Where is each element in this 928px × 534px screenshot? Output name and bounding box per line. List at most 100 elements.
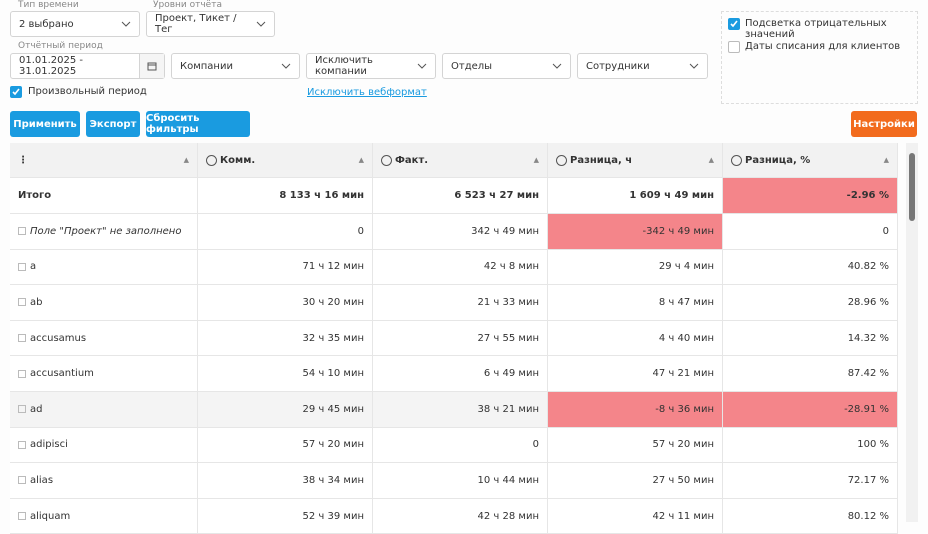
cell-text: Итого bbox=[18, 190, 52, 201]
checkbox-label: Даты списания для клиентов bbox=[745, 41, 901, 52]
select[interactable]: Компании bbox=[171, 53, 300, 79]
options-box bbox=[721, 11, 918, 104]
table-cell: 30 ч 20 мин bbox=[198, 285, 373, 320]
cell-text: accusantium bbox=[30, 368, 94, 380]
table-cell: a bbox=[10, 249, 198, 285]
cell-text: 21 ч 33 мин bbox=[477, 296, 539, 308]
table-cell: 42 ч 11 мин bbox=[548, 498, 723, 534]
table-cell: 42 ч 28 мин bbox=[373, 498, 548, 534]
table-cell: 6 523 ч 27 мин bbox=[373, 178, 548, 213]
cell-text: 52 ч 39 мин bbox=[302, 510, 364, 522]
cell-text: 8 ч 47 мин bbox=[658, 296, 714, 308]
table-cell: Поле "Проект" не заполнено bbox=[10, 214, 198, 249]
select[interactable]: Исключить компании bbox=[306, 53, 436, 79]
table-cell: alias bbox=[10, 463, 198, 498]
scrollbar bbox=[906, 143, 918, 522]
cell-text: 38 ч 21 мин bbox=[477, 403, 539, 415]
checkbox-label: Произвольный период bbox=[28, 86, 147, 97]
cell-text: -2.96 % bbox=[846, 190, 889, 201]
cell-text: 38 ч 34 мин bbox=[302, 474, 364, 486]
table-cell: 0 bbox=[373, 427, 548, 463]
expand-icon bbox=[18, 262, 26, 271]
cell-text: 42 ч 28 мин bbox=[477, 510, 539, 522]
cell-text: 4 ч 40 мин bbox=[658, 332, 714, 344]
table-cell: 29 ч 4 мин bbox=[548, 249, 723, 285]
cell-text: 10 ч 44 мин bbox=[477, 474, 539, 486]
cell-text: 28.96 % bbox=[847, 296, 889, 308]
checkbox-label: Подсветка отрицательных значений bbox=[745, 18, 887, 40]
label: Тип времени bbox=[18, 0, 79, 10]
select[interactable]: Сотрудники bbox=[577, 53, 708, 79]
expand-icon bbox=[18, 405, 26, 414]
link[interactable]: Исключить вебформат bbox=[307, 87, 427, 98]
table-cell: 14.32 % bbox=[723, 320, 898, 356]
expand-icon bbox=[18, 440, 26, 449]
select-value: Проект, Тикет / Тег bbox=[155, 13, 237, 35]
table-cell: 4 ч 40 мин bbox=[548, 320, 723, 356]
expand-icon bbox=[18, 512, 26, 521]
table-cell: -2.96 % bbox=[723, 178, 898, 213]
cell-text: 42 ч 8 мин bbox=[483, 261, 539, 273]
date-input[interactable]: 01.01.2025 - 31.01.2025 bbox=[10, 53, 165, 79]
checkbox[interactable] bbox=[10, 86, 22, 98]
table-cell: 57 ч 20 мин bbox=[548, 427, 723, 463]
select-value: Компании bbox=[180, 60, 233, 72]
header-cell: Факт. ▲ bbox=[373, 143, 548, 177]
date-value: 01.01.2025 - 31.01.2025 bbox=[19, 55, 84, 77]
cell-text: 42 ч 11 мин bbox=[652, 510, 714, 522]
table-cell: 72.17 % bbox=[723, 463, 898, 498]
cell-text: 71 ч 12 мин bbox=[302, 261, 364, 273]
sort-icon: ▲ bbox=[883, 156, 889, 164]
cell-text: 47 ч 21 мин bbox=[652, 368, 714, 380]
select[interactable]: Отделы bbox=[442, 53, 571, 79]
cell-text: 14.32 % bbox=[847, 332, 889, 344]
table-cell: 42 ч 8 мин bbox=[373, 249, 548, 285]
table-row: a 71 ч 12 мин 42 ч 8 мин 29 ч 4 мин 40.82 % bbox=[10, 249, 898, 286]
help-icon bbox=[556, 154, 567, 166]
button[interactable]: Сбросить фильтры bbox=[146, 111, 250, 137]
select-value: 2 выбрано bbox=[19, 18, 74, 30]
button[interactable]: Применить bbox=[10, 111, 80, 137]
select[interactable]: 2 выбрано bbox=[10, 11, 140, 37]
header-row: ⋮ ▲ Комм. ▲ Факт. ▲ Разница, ч ▲ Разница, % ▲ bbox=[10, 143, 898, 178]
scroll-thumb bbox=[909, 153, 915, 221]
table-cell: 32 ч 35 мин bbox=[198, 320, 373, 356]
checkbox[interactable] bbox=[728, 18, 740, 30]
cell-text: ab bbox=[30, 296, 43, 308]
cell-text: aliquam bbox=[30, 510, 71, 522]
table-cell: 71 ч 12 мин bbox=[198, 249, 373, 285]
table-row: adipisci 57 ч 20 мин 0 57 ч 20 мин 100 % bbox=[10, 427, 898, 464]
button[interactable]: Экспорт bbox=[86, 111, 140, 137]
cell-text: -8 ч 36 мин bbox=[655, 403, 714, 415]
table-row: aliquam 52 ч 39 мин 42 ч 28 мин 42 ч 11 мин… bbox=[10, 498, 898, 534]
help-icon bbox=[731, 154, 742, 166]
table-cell: 0 bbox=[198, 214, 373, 249]
select-value: Отделы bbox=[451, 60, 493, 72]
table-cell: 10 ч 44 мин bbox=[373, 463, 548, 498]
checkbox[interactable] bbox=[728, 41, 740, 53]
table-cell: 27 ч 55 мин bbox=[373, 320, 548, 356]
table-cell: 57 ч 20 мин bbox=[198, 427, 373, 463]
cell-text: 29 ч 4 мин bbox=[658, 261, 714, 273]
table-cell: 38 ч 34 мин bbox=[198, 463, 373, 498]
cell-text: 80.12 % bbox=[847, 510, 889, 522]
table-cell: 8 133 ч 16 мин bbox=[198, 178, 373, 213]
label: Уровни отчёта bbox=[153, 0, 222, 10]
table-cell: ab bbox=[10, 285, 198, 320]
table-cell: 40.82 % bbox=[723, 249, 898, 285]
table-cell: 80.12 % bbox=[723, 498, 898, 534]
cell-text: ad bbox=[30, 403, 43, 415]
button[interactable]: Настройки bbox=[851, 111, 917, 137]
cell-text: 54 ч 10 мин bbox=[302, 368, 364, 380]
select[interactable]: Проект, Тикет / Тег bbox=[146, 11, 275, 37]
table-cell: -342 ч 49 мин bbox=[548, 214, 723, 249]
table-cell: accusantium bbox=[10, 356, 198, 391]
table-cell: 28.96 % bbox=[723, 285, 898, 320]
table-cell: 87.42 % bbox=[723, 356, 898, 391]
table-cell: 6 ч 49 мин bbox=[373, 356, 548, 391]
table-cell: -8 ч 36 мин bbox=[548, 391, 723, 427]
body: Тип времени 2 выбрано Уровни отчёта Прое… bbox=[10, 0, 918, 534]
table-cell: 21 ч 33 мин bbox=[373, 285, 548, 320]
cell-text: 30 ч 20 мин bbox=[302, 296, 364, 308]
header-cell: Разница, ч ▲ bbox=[548, 143, 723, 177]
